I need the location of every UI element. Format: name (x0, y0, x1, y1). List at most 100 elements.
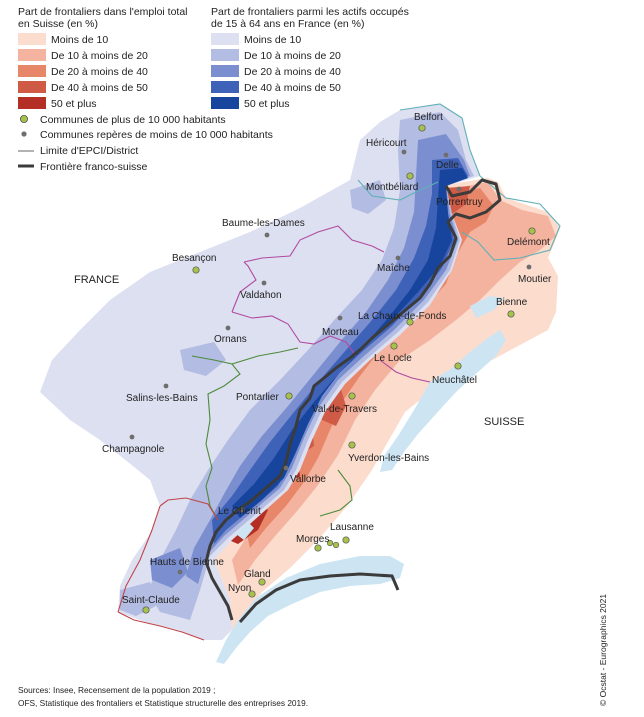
legend-switzerland-label: De 20 à moins de 40 (51, 66, 148, 78)
legend-symbols: Communes de plus de 10 000 habitants Com… (18, 114, 273, 173)
france-band-20-40 (150, 548, 188, 588)
lake-joux (236, 522, 254, 540)
legend-switzerland-swatch (18, 97, 46, 109)
legend-switzerland-label: Moins de 10 (51, 34, 108, 46)
legend-switzerland-swatch (18, 49, 46, 61)
switzerland-band-mid (232, 182, 556, 585)
city-dot-yverdon-les-bains (348, 441, 356, 449)
city-dot-le-chenit (239, 507, 245, 513)
city-label-hauts-de-bienne: Hauts de Bienne (150, 557, 224, 568)
epci-boundary-teal (357, 103, 561, 261)
france-band-50-plus (232, 168, 468, 518)
city-label-baume-les-dames: Baume-les-Dames (222, 218, 305, 229)
city-dot-lausanne (342, 536, 350, 544)
swiss-lake-border (238, 572, 400, 623)
france-area (40, 104, 480, 640)
city-dot-baume-les-dames (264, 232, 270, 238)
legend-france-label: 50 et plus (244, 98, 290, 110)
legend-switzerland-swatch (18, 33, 46, 45)
map: Belfort Héricourt Delle Montbéliard Porr… (40, 103, 561, 664)
city-dot-belfort (418, 124, 426, 132)
legend-symbol-label: Frontière franco-suisse (40, 161, 148, 173)
legend-switzerland-swatch (18, 65, 46, 77)
legend-big-dot-icon (19, 115, 28, 124)
city-label-delle: Delle (436, 160, 459, 171)
legend-small-dot-icon (21, 131, 27, 137)
city-label-ornans: Ornans (214, 334, 247, 345)
legend-france-label: De 40 à moins de 50 (244, 82, 341, 94)
legend-symbol-label: Communes de plus de 10 000 habitants (40, 114, 226, 126)
city-label-maiche: Maîche (377, 263, 410, 274)
city-dot-neuchatel (454, 362, 462, 370)
city-dot-hauts-de-bienne (177, 569, 183, 575)
legend-france-label: De 20 à moins de 40 (244, 66, 341, 78)
city-dot-ornans (225, 325, 231, 331)
city-label-bienne: Bienne (496, 297, 528, 308)
city-labels: Belfort Héricourt Delle Montbéliard Porr… (102, 112, 552, 606)
city-label-belfort: Belfort (414, 112, 443, 123)
city-label-hericourt: Héricourt (366, 138, 407, 149)
city-label-porrentruy: Porrentruy (436, 197, 483, 208)
city-label-nyon: Nyon (228, 583, 251, 594)
legend-france: Part de frontaliers parmi les actifs occ… (211, 6, 409, 110)
city-label-valdahon: Valdahon (240, 290, 282, 301)
city-label-delemont: Delémont (507, 237, 550, 248)
city-label-besancon: Besançon (172, 253, 216, 264)
franco-swiss-border (204, 178, 502, 621)
legend-france-title-line2: de 15 à 64 ans en France (en %) (211, 18, 365, 30)
france-band-40-50 (212, 158, 468, 544)
city-dot-saint-claude (142, 606, 150, 614)
city-label-moutier: Moutier (518, 274, 552, 285)
source-line-1: Sources: Insee, Recensement de la popula… (18, 685, 215, 695)
legend-symbol-label: Limite d'EPCI/District (40, 145, 138, 157)
country-label-switzerland: SUISSE (484, 416, 524, 428)
legend-france-swatch (211, 33, 239, 45)
legend-switzerland: Part de frontaliers dans l'emploi total … (18, 6, 188, 110)
legend-france-swatch (211, 65, 239, 77)
legend-symbol-label: Communes repères de moins de 10 000 habi… (40, 129, 273, 141)
city-dot-porrentruy (456, 186, 462, 192)
city-label-la-chaux-de-fonds: La Chaux-de-Fonds (358, 311, 446, 322)
legend-france-label: Moins de 10 (244, 34, 301, 46)
legend-switzerland-title-line2: en Suisse (en %) (18, 18, 98, 30)
france-band-10-20 (180, 342, 226, 376)
city-dot-val-de-travers (348, 392, 356, 400)
city-dot-le-locle (390, 342, 398, 350)
city-dot-lausanne-area (332, 541, 340, 549)
city-dot-besancon (192, 266, 200, 274)
city-label-lausanne: Lausanne (330, 522, 374, 533)
city-dot-morteau (337, 315, 343, 321)
city-dot-hericourt (401, 149, 407, 155)
city-label-salins-les-bains: Salins-les-Bains (126, 393, 198, 404)
lake-geneva (216, 556, 404, 664)
city-dot-vallorbe (283, 465, 289, 471)
switzerland-band-high (246, 188, 494, 548)
city-dot-maiche (395, 255, 401, 261)
legend-france-swatch (211, 49, 239, 61)
city-label-montbeliard: Montbéliard (366, 182, 418, 193)
city-dot-lausanne-area (326, 539, 334, 547)
city-dot-bienne (507, 310, 515, 318)
city-dot-delemont (528, 227, 536, 235)
copyright: © Ocstat - Eurographics 2021 (598, 594, 608, 706)
city-dot-valdahon (261, 280, 267, 286)
city-label-morges: Morges (296, 534, 329, 545)
legend-france-label: De 10 à moins de 20 (244, 50, 341, 62)
city-dot-pontarlier (285, 392, 293, 400)
city-label-le-locle: Le Locle (374, 353, 412, 364)
city-dot-delle (443, 152, 449, 158)
city-label-neuchatel: Neuchâtel (432, 375, 477, 386)
epci-boundary-purple (231, 225, 431, 383)
city-dot-gland (258, 578, 266, 586)
legend-switzerland-label: De 10 à moins de 20 (51, 50, 148, 62)
lake-neuchatel (380, 330, 506, 472)
epci-boundaries (117, 103, 561, 641)
legend-france-swatch (211, 97, 239, 109)
epci-boundary-red (117, 497, 219, 641)
city-label-val-de-travers: Val-de-Travers (312, 404, 377, 415)
legend-france-swatch (211, 81, 239, 93)
epci-boundary-green (191, 347, 353, 521)
city-label-saint-claude: Saint-Claude (122, 595, 180, 606)
city-label-yverdon-les-bains: Yverdon-les-Bains (348, 453, 429, 464)
city-label-vallorbe: Vallorbe (290, 474, 326, 485)
